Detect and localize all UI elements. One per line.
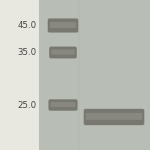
Text: 35.0: 35.0 [18, 48, 37, 57]
FancyBboxPatch shape [51, 50, 75, 55]
FancyBboxPatch shape [86, 113, 142, 120]
FancyBboxPatch shape [51, 102, 75, 107]
FancyBboxPatch shape [48, 18, 78, 33]
FancyBboxPatch shape [50, 22, 76, 28]
Text: 25.0: 25.0 [18, 100, 37, 109]
FancyBboxPatch shape [39, 0, 150, 150]
FancyBboxPatch shape [84, 109, 144, 125]
FancyBboxPatch shape [48, 99, 78, 111]
FancyBboxPatch shape [49, 46, 77, 58]
Text: 45.0: 45.0 [18, 21, 37, 30]
